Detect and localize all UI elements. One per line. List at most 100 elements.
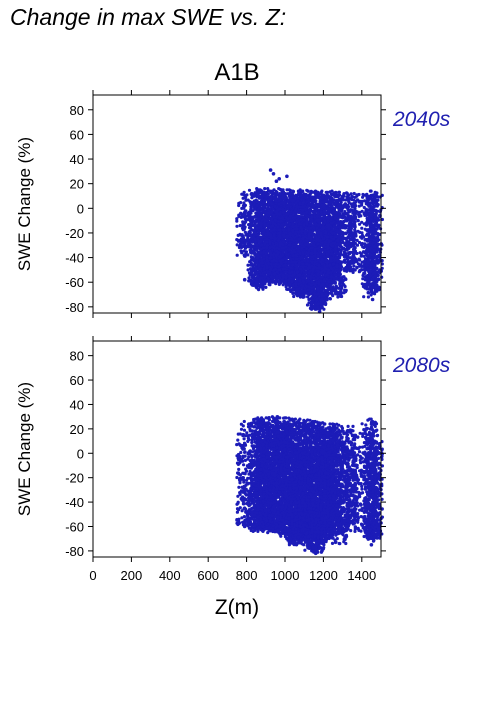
scatter-point	[266, 206, 270, 210]
scatter-point	[281, 216, 285, 220]
scatter-point	[290, 279, 294, 284]
scatter-point	[316, 254, 320, 258]
scatter-point	[252, 250, 256, 254]
scatter-point	[278, 242, 283, 246]
scatter-point	[273, 236, 277, 240]
scatter-point	[252, 193, 256, 198]
scatter-point	[249, 202, 253, 206]
scatter-point	[290, 219, 294, 223]
scatter-point	[321, 193, 326, 197]
scatter-point	[300, 256, 304, 260]
scatter-point	[252, 199, 256, 203]
scatter-point	[324, 292, 328, 297]
scatter-point	[310, 215, 314, 219]
scatter-point	[268, 283, 272, 287]
scatter-point	[262, 230, 266, 234]
scatter-point	[241, 196, 245, 200]
scatter-point	[303, 229, 307, 233]
scatter-point	[249, 244, 253, 248]
scatter-point	[235, 224, 239, 228]
scatter-point	[291, 189, 295, 193]
scatter-point	[277, 268, 282, 272]
scatter-point	[268, 256, 272, 260]
scatter-point	[268, 246, 272, 250]
scatter-point	[269, 229, 273, 233]
scatter-point	[240, 244, 244, 249]
scatter-point	[294, 193, 298, 197]
scatter-point	[323, 288, 327, 292]
scatter-point	[262, 249, 267, 253]
scatter-point	[281, 253, 285, 257]
scatter-point	[302, 218, 306, 222]
scatter-point	[284, 212, 288, 216]
scatter-point	[293, 272, 297, 277]
scatter-point	[306, 259, 310, 263]
scatter-point	[297, 290, 301, 295]
scatter-point	[261, 194, 265, 198]
scatter-point	[240, 239, 244, 243]
scatter-point	[243, 212, 247, 216]
scatter-point	[282, 228, 286, 232]
scatter-point	[305, 210, 309, 214]
scatter-point	[237, 203, 241, 208]
scatter-point	[310, 286, 314, 290]
scatter-point	[313, 210, 317, 214]
scatter-point	[270, 202, 274, 206]
scatter-point	[269, 190, 273, 194]
scenario-title: A1B	[214, 59, 259, 86]
scatter-point	[253, 229, 257, 233]
scatter-point	[303, 289, 307, 293]
scatter-point	[237, 214, 241, 218]
scatter-point	[290, 263, 294, 268]
scatter-point	[263, 204, 267, 208]
scatter-point	[243, 244, 247, 248]
scatter-point	[284, 249, 288, 253]
scatter-point	[276, 225, 280, 229]
scatter-point	[243, 254, 247, 258]
scatter-point	[270, 253, 274, 257]
scatter-point	[258, 277, 262, 281]
scatter-point	[297, 219, 301, 223]
scatter-point	[289, 266, 293, 270]
scatter-point	[300, 208, 305, 212]
scatter-point	[317, 281, 321, 285]
scatter-point	[255, 270, 260, 274]
scatter-point	[235, 217, 239, 221]
scatter-point	[244, 209, 248, 213]
scatter-point	[294, 257, 298, 261]
scatter-point	[294, 224, 298, 228]
scatter-point	[237, 238, 241, 242]
scatter-point	[316, 211, 320, 216]
scatter-point	[241, 236, 245, 240]
scatter-point	[316, 286, 320, 290]
scatter-point	[310, 272, 314, 276]
scatter-point	[292, 294, 296, 299]
scatter-point	[320, 257, 324, 262]
scatter-point	[261, 285, 265, 289]
scatter-point	[255, 243, 259, 247]
scatter-point	[286, 217, 290, 221]
scatter-point	[252, 263, 257, 267]
scatter-point	[249, 271, 253, 275]
scatter-point	[316, 302, 320, 306]
scatter-point	[272, 213, 276, 217]
scatter-point	[243, 238, 247, 242]
scatter-point	[294, 284, 298, 288]
scatter-point	[243, 217, 247, 221]
scatter-point	[321, 222, 326, 226]
scatter-point	[313, 203, 317, 207]
scatter-point	[293, 209, 297, 213]
scatter-point	[319, 249, 323, 253]
scatter-point	[281, 225, 285, 229]
scatter-point	[290, 246, 294, 250]
scatter-point	[268, 240, 272, 244]
scatter-point	[263, 242, 267, 246]
scatter-point	[277, 247, 281, 251]
scatter-point	[249, 205, 253, 209]
scatter-point	[285, 238, 289, 242]
scatter-point	[304, 284, 308, 289]
scatter-point	[250, 216, 254, 220]
scatter-point	[306, 189, 310, 193]
scatter-point	[278, 276, 282, 280]
scatter-point	[244, 198, 248, 202]
